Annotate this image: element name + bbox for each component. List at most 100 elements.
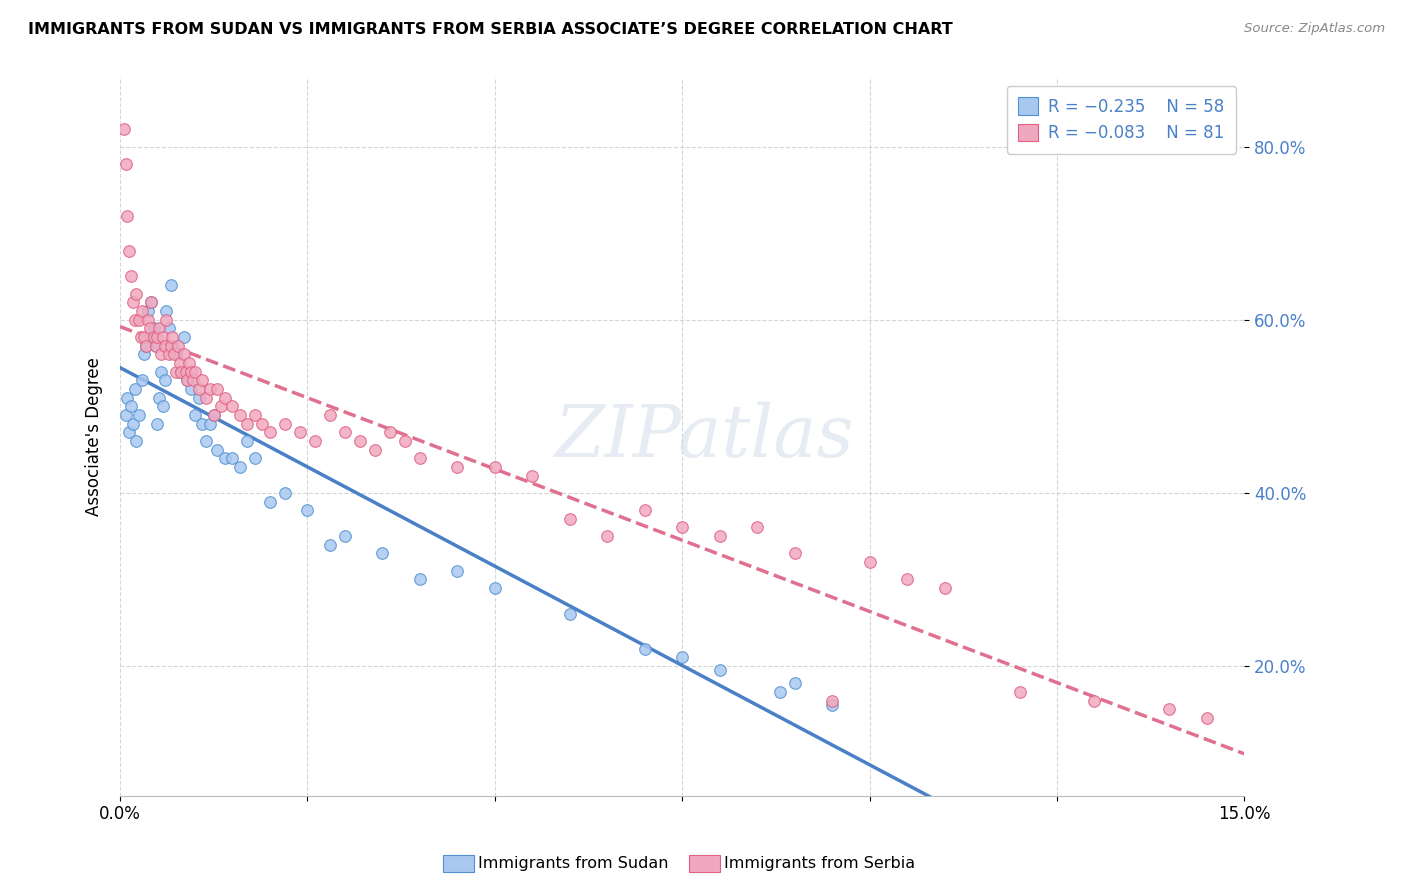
Point [184,408,207,422]
Point [896,573,918,587]
Text: ZIPatlas: ZIPatlas [555,401,855,472]
Point [138,304,160,318]
Point [183,373,205,387]
Point [157,347,180,361]
Point [131,373,153,387]
Point [214,391,236,405]
Point [150,347,173,361]
Text: IMMIGRANTS FROM SUDAN VS IMMIGRANTS FROM SERBIA ASSOCIATE’S DEGREE CORRELATION C: IMMIGRANTS FROM SUDAN VS IMMIGRANTS FROM… [28,22,953,37]
Legend: R = −0.235    N = 58, R = −0.083    N = 81: R = −0.235 N = 58, R = −0.083 N = 81 [1007,86,1236,153]
Point [783,676,806,690]
Point [446,459,468,474]
Point [155,304,177,318]
Point [170,365,193,379]
Point [214,451,236,466]
Point [165,347,187,361]
Point [122,295,145,310]
Point [558,607,581,621]
Point [135,339,157,353]
Point [131,304,153,318]
Point [162,339,184,353]
Point [141,295,163,310]
Point [236,417,259,431]
Point [195,391,218,405]
Point [319,408,342,422]
Point [177,356,200,370]
Point [153,373,176,387]
Point [180,382,202,396]
Point [155,312,177,326]
Point [259,425,281,440]
Point [484,459,506,474]
Point [259,494,281,508]
Point [129,330,152,344]
Point [671,650,693,665]
Point [132,347,155,361]
Point [558,512,581,526]
Point [364,442,387,457]
Point [157,321,180,335]
Point [112,122,135,136]
Point [139,321,162,335]
Point [769,685,792,699]
Point [252,417,274,431]
Point [115,408,138,422]
Point [202,408,225,422]
Point [138,312,160,326]
Point [152,400,174,414]
Point [120,269,142,284]
Point [229,408,252,422]
Point [191,373,214,387]
Point [118,425,141,440]
Point [446,564,468,578]
Point [1083,693,1105,707]
Point [484,581,506,595]
Point [124,312,146,326]
Point [125,286,148,301]
Point [128,408,150,422]
Point [163,347,186,361]
Point [333,529,356,543]
Point [176,373,198,387]
Point [141,295,163,310]
Point [117,391,139,405]
Point [709,663,731,677]
Point [139,330,162,344]
Point [167,339,190,353]
Point [142,330,165,344]
Point [378,425,401,440]
Point [176,373,198,387]
Point [207,382,229,396]
Point [522,468,544,483]
Point [115,157,138,171]
Point [195,434,218,448]
Point [596,529,619,543]
Point [858,555,880,569]
Point [409,451,432,466]
Point [202,408,225,422]
Point [146,417,169,431]
Point [349,434,371,448]
Point [274,486,297,500]
Point [634,641,657,656]
Y-axis label: Associate's Degree: Associate's Degree [86,357,103,516]
Point [243,451,266,466]
Point [146,330,169,344]
Point [145,339,167,353]
Point [160,278,183,293]
Point [128,312,150,326]
Point [169,356,191,370]
Point [173,347,195,361]
Point [934,581,956,595]
Point [124,382,146,396]
Point [236,434,259,448]
Point [173,330,195,344]
Point [229,459,252,474]
Point [198,382,221,396]
Point [165,365,187,379]
Point [145,339,167,353]
Point [162,330,184,344]
Point [371,546,394,560]
Point [671,520,693,534]
Point [142,321,165,335]
